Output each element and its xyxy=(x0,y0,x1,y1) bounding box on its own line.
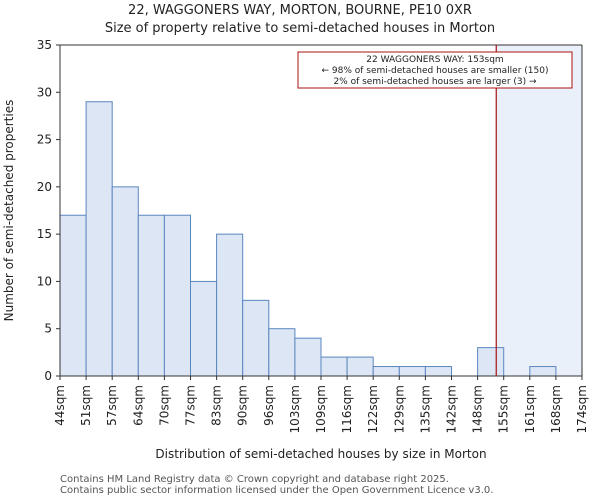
bar-51sqm xyxy=(85,101,113,377)
x-tick-label: 90sqm xyxy=(236,385,250,426)
x-tick-label: 135sqm xyxy=(418,385,432,433)
y-tick-label: 30 xyxy=(37,85,52,99)
footer-licence: Contains public sector information licen… xyxy=(60,485,494,496)
y-tick-label: 20 xyxy=(37,180,52,194)
y-tick-label: 25 xyxy=(37,133,52,147)
y-tick-label: 35 xyxy=(37,38,52,52)
bar-90sqm xyxy=(242,299,270,377)
x-tick-label: 96sqm xyxy=(262,385,276,426)
chart-subtitle: Size of property relative to semi-detach… xyxy=(104,21,496,36)
bar-44sqm xyxy=(59,214,87,377)
x-tick-label: 129sqm xyxy=(392,385,406,433)
bar-57sqm xyxy=(111,186,139,377)
bar-161sqm xyxy=(529,366,557,377)
larger-region-highlight xyxy=(496,45,582,376)
x-tick-label: 51sqm xyxy=(79,385,93,426)
bar-122sqm xyxy=(372,366,400,377)
bar-135sqm xyxy=(424,366,452,377)
bar-96sqm xyxy=(268,328,296,377)
x-tick-label: 122sqm xyxy=(366,385,380,433)
bar-109sqm xyxy=(320,356,348,377)
x-tick-label: 142sqm xyxy=(445,385,459,433)
chart-title: 22, WAGGONERS WAY, MORTON, BOURNE, PE10 … xyxy=(128,3,472,18)
x-tick-label: 168sqm xyxy=(549,385,563,433)
y-tick-label: 10 xyxy=(37,274,52,288)
bar-129sqm xyxy=(398,366,426,377)
annotation-box xyxy=(297,51,573,89)
x-tick-label: 77sqm xyxy=(184,385,198,426)
y-axis-label: Number of semi-detached properties xyxy=(2,100,16,322)
y-tick-label: 0 xyxy=(44,369,52,383)
x-tick-label: 109sqm xyxy=(314,385,328,433)
x-tick-label: 57sqm xyxy=(105,385,119,426)
annotation-line: ← 98% of semi-detached houses are smalle… xyxy=(322,66,549,76)
bar-148sqm xyxy=(477,347,505,377)
annotation-line: 22 WAGGONERS WAY: 153sqm xyxy=(366,55,503,65)
x-tick-label: 161sqm xyxy=(523,385,537,433)
x-tick-label: 70sqm xyxy=(157,385,171,426)
x-tick-label: 103sqm xyxy=(288,385,302,433)
x-tick-label: 148sqm xyxy=(471,385,485,433)
x-tick-label: 64sqm xyxy=(131,385,145,426)
y-tick-label: 15 xyxy=(37,227,52,241)
bar-77sqm xyxy=(190,280,218,377)
x-tick-label: 155sqm xyxy=(497,385,511,433)
y-tick-label: 5 xyxy=(44,322,52,336)
x-tick-label: 83sqm xyxy=(210,385,224,426)
x-tick-label: 116sqm xyxy=(340,385,354,433)
x-tick-label: 174sqm xyxy=(575,385,589,433)
bar-64sqm xyxy=(137,214,165,377)
annotation-line: 2% of semi-detached houses are larger (3… xyxy=(333,77,537,87)
footer-copyright: Contains HM Land Registry data © Crown c… xyxy=(60,474,449,485)
x-tick-label: 44sqm xyxy=(53,385,67,426)
x-axis-label: Distribution of semi-detached houses by … xyxy=(155,447,486,461)
bar-83sqm xyxy=(216,233,244,377)
bar-116sqm xyxy=(346,356,374,377)
bar-70sqm xyxy=(163,214,191,377)
bar-103sqm xyxy=(294,337,322,377)
